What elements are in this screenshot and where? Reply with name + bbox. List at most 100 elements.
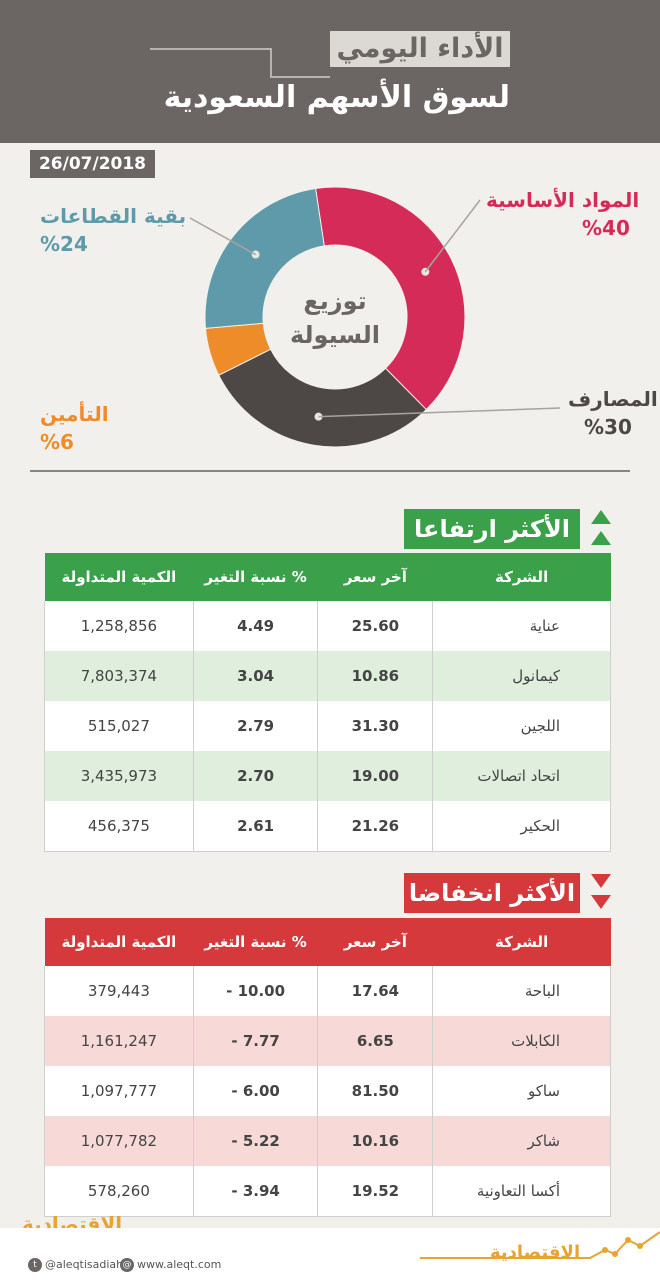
down-arrow-icon <box>591 874 611 888</box>
losers-table: الكمية المتداولة نسبة التغير % آخر سعر ا… <box>44 918 611 1217</box>
leader-line <box>318 407 561 418</box>
cell-change: 2.61 <box>192 801 319 851</box>
slice-label-other-sectors: بقية القطاعات <box>40 204 187 228</box>
table-row: 379,443 - 10.00 17.64 الباحة <box>44 966 611 1016</box>
cell-price: 19.00 <box>317 751 434 801</box>
down-arrow-icon <box>591 895 611 909</box>
cell-change: - 6.00 <box>192 1066 319 1116</box>
twitter-handle[interactable]: t @aleqtisadiah <box>28 1258 123 1272</box>
cell-volume: 1,097,777 <box>44 1066 194 1116</box>
cell-price: 10.16 <box>317 1116 434 1166</box>
cell-change: 2.79 <box>192 701 319 751</box>
table-header-row: الكمية المتداولة نسبة التغير % آخر سعر ا… <box>44 553 611 601</box>
cell-change: - 5.22 <box>192 1116 319 1166</box>
website-link[interactable]: @ www.aleqt.com <box>120 1258 221 1272</box>
cell-price: 10.86 <box>317 651 434 701</box>
donut-center-line1: توزيع <box>303 287 366 315</box>
cell-company: الحكير <box>432 801 611 851</box>
cell-price: 17.64 <box>317 966 434 1016</box>
cell-company: اللجين <box>432 701 611 751</box>
brand-logo-bottom: الاقتصادية <box>490 1242 581 1263</box>
header-subtitle: الأداء اليومي <box>330 31 510 67</box>
cell-volume: 7,803,374 <box>44 651 194 701</box>
table-row: 456,375 2.61 21.26 الحكير <box>44 801 611 851</box>
gainers-table: الكمية المتداولة نسبة التغير % آخر سعر ا… <box>44 553 611 852</box>
table-row: 1,077,782 - 5.22 10.16 شاكر <box>44 1116 611 1166</box>
table-row: 3,435,973 2.70 19.00 اتحاد اتصالات <box>44 751 611 801</box>
date-badge: 26/07/2018 <box>30 150 155 178</box>
cell-company: الكابلات <box>432 1016 611 1066</box>
cell-company: الباحة <box>432 966 611 1016</box>
cell-company: كيمانول <box>432 651 611 701</box>
header-change: نسبة التغير % <box>204 933 307 951</box>
gainers-title: الأكثر ارتفاعا <box>404 509 580 549</box>
slice-pct-basic-materials: %40 <box>582 216 630 240</box>
header-company: الشركة <box>495 568 549 586</box>
cell-company: ساكو <box>432 1066 611 1116</box>
cell-change: 4.49 <box>192 601 319 651</box>
cell-company: اتحاد اتصالات <box>432 751 611 801</box>
table-row: 515,027 2.79 31.30 اللجين <box>44 701 611 751</box>
cell-price: 81.50 <box>317 1066 434 1116</box>
header-price: آخر سعر <box>343 933 407 951</box>
header-line-bottom <box>270 76 330 78</box>
leader-line <box>424 199 481 273</box>
header-banner: الأداء اليومي لسوق الأسهم السعودية <box>0 0 660 143</box>
slice-label-insurance: التأمين <box>40 402 109 426</box>
header-line-left <box>150 48 270 50</box>
cell-volume: 1,258,856 <box>44 601 194 651</box>
cell-company: أكسا التعاونية <box>432 1166 611 1216</box>
cell-volume: 456,375 <box>44 801 194 851</box>
globe-icon: @ <box>120 1258 134 1272</box>
cell-change: 2.70 <box>192 751 319 801</box>
footer <box>0 1228 660 1288</box>
liquidity-donut-chart: توزيع السيولة <box>189 186 561 448</box>
table-row: 578,260 - 3.94 19.52 أكسا التعاونية <box>44 1166 611 1216</box>
cell-price: 6.65 <box>317 1016 434 1066</box>
slice-label-basic-materials: المواد الأساسية <box>486 188 640 212</box>
cell-price: 31.30 <box>317 701 434 751</box>
cell-price: 25.60 <box>317 601 434 651</box>
header-line-vertical <box>270 48 272 76</box>
twitter-icon: t <box>28 1258 42 1272</box>
cell-change: - 7.77 <box>192 1016 319 1066</box>
up-arrow-icon <box>591 531 611 545</box>
cell-change: - 3.94 <box>192 1166 319 1216</box>
table-row: 1,258,856 4.49 25.60 عناية <box>44 601 611 651</box>
cell-volume: 578,260 <box>44 1166 194 1216</box>
cell-volume: 1,077,782 <box>44 1116 194 1166</box>
cell-volume: 515,027 <box>44 701 194 751</box>
header-volume: الكمية المتداولة <box>61 568 177 586</box>
cell-price: 19.52 <box>317 1166 434 1216</box>
leader-line <box>189 217 256 256</box>
slice-label-banks: المصارف <box>568 387 658 411</box>
website-text: www.aleqt.com <box>137 1258 222 1271</box>
cell-price: 21.26 <box>317 801 434 851</box>
slice-pct-other-sectors: %24 <box>40 232 88 256</box>
donut-hole <box>263 245 407 389</box>
cell-volume: 1,161,247 <box>44 1016 194 1066</box>
cell-change: 3.04 <box>192 651 319 701</box>
cell-change: - 10.00 <box>192 966 319 1016</box>
twitter-text: @aleqtisadiah <box>45 1258 124 1271</box>
up-arrow-icon <box>591 510 611 524</box>
header-change: نسبة التغير % <box>204 568 307 586</box>
header-volume: الكمية المتداولة <box>61 933 177 951</box>
donut-center-line2: السيولة <box>290 321 380 349</box>
header-company: الشركة <box>495 933 549 951</box>
slice-pct-banks: %30 <box>584 415 632 439</box>
cell-volume: 379,443 <box>44 966 194 1016</box>
section-divider <box>30 470 630 472</box>
cell-company: شاكر <box>432 1116 611 1166</box>
cell-volume: 3,435,973 <box>44 751 194 801</box>
footer-decoration <box>420 1231 660 1259</box>
cell-company: عناية <box>432 601 611 651</box>
table-row: 7,803,374 3.04 10.86 كيمانول <box>44 651 611 701</box>
table-row: 1,161,247 - 7.77 6.65 الكابلات <box>44 1016 611 1066</box>
slice-pct-insurance: %6 <box>40 430 74 454</box>
table-row: 1,097,777 - 6.00 81.50 ساكو <box>44 1066 611 1116</box>
table-header-row: الكمية المتداولة نسبة التغير % آخر سعر ا… <box>44 918 611 966</box>
header-title: لسوق الأسهم السعودية <box>163 80 510 115</box>
losers-title: الأكثر انخفاضا <box>404 873 580 913</box>
header-price: آخر سعر <box>343 568 407 586</box>
